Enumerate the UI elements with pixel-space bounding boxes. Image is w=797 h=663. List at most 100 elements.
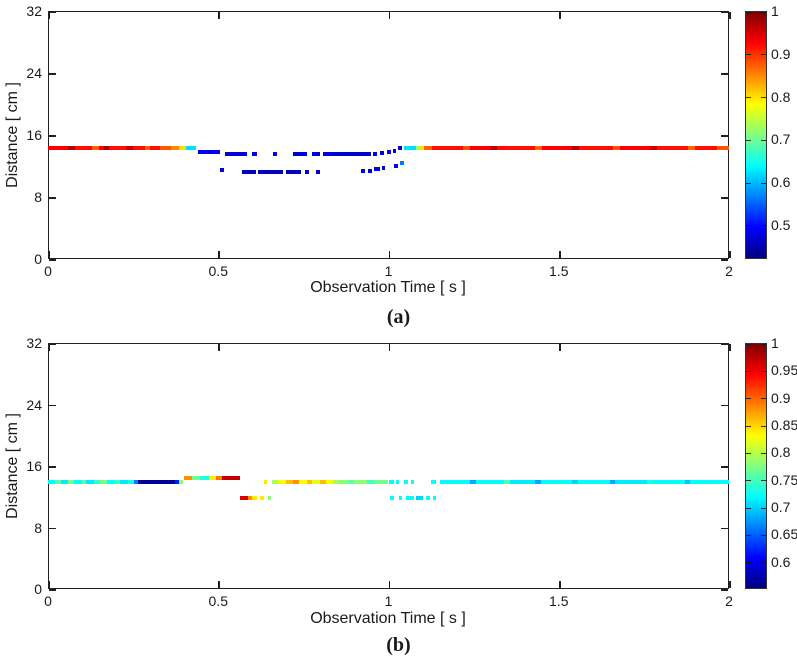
data-point-segment bbox=[267, 495, 272, 500]
y-tick-mark bbox=[721, 343, 728, 345]
data-point-segment bbox=[657, 145, 689, 150]
data-point-segment bbox=[137, 479, 175, 484]
x-tick-mark bbox=[558, 581, 561, 588]
colorbar-tick-mark bbox=[761, 452, 766, 454]
colorbar-tick-label: 0.9 bbox=[771, 45, 791, 62]
x-tick-label: 1.5 bbox=[549, 263, 569, 279]
x-tick-mark bbox=[558, 251, 561, 258]
colorbar-tick-label: 1 bbox=[771, 335, 779, 351]
data-point-segment bbox=[179, 145, 186, 150]
x-tick-mark bbox=[558, 12, 561, 19]
data-point-segment bbox=[209, 475, 217, 480]
y-tick-mark bbox=[49, 135, 56, 137]
data-point-segment bbox=[240, 495, 248, 500]
data-point-segment bbox=[298, 479, 307, 484]
y-tick-label: 8 bbox=[34, 519, 42, 536]
data-point-segment bbox=[94, 479, 100, 484]
colorbar-tick-mark bbox=[746, 182, 751, 184]
data-point-segment bbox=[259, 495, 264, 500]
data-point-segment bbox=[423, 145, 433, 150]
data-point-segment bbox=[361, 168, 365, 173]
data-point-segment bbox=[410, 479, 415, 484]
data-point-segment bbox=[609, 479, 616, 484]
colorbar-tick-label: 1 bbox=[771, 3, 779, 19]
x-tick-mark bbox=[388, 344, 391, 351]
plot-a-x-axis-label: Observation Time [ s ] bbox=[310, 279, 466, 296]
data-point-segment bbox=[392, 148, 397, 153]
data-point-segment bbox=[572, 479, 578, 484]
y-tick-label: 8 bbox=[34, 189, 42, 205]
colorbar-tick-mark bbox=[761, 225, 766, 227]
colorbar-tick-mark bbox=[746, 398, 751, 400]
colorbar-tick-mark bbox=[761, 54, 766, 56]
x-tick-mark bbox=[729, 251, 731, 258]
data-point-segment bbox=[160, 145, 171, 150]
colorbar-tick-mark bbox=[761, 11, 766, 13]
x-tick-mark bbox=[729, 12, 731, 19]
data-point-segment bbox=[48, 479, 56, 484]
data-point-segment bbox=[347, 479, 355, 484]
data-point-segment bbox=[497, 145, 535, 150]
data-point-segment bbox=[133, 145, 146, 150]
data-point-segment bbox=[534, 479, 542, 484]
x-tick-mark bbox=[218, 251, 221, 258]
colorbar-tick-label: 0.5 bbox=[771, 216, 791, 233]
colorbar-tick-mark bbox=[761, 507, 766, 509]
data-point-segment bbox=[463, 145, 471, 150]
colorbar-tick-mark bbox=[761, 97, 766, 99]
colorbar-tick-mark bbox=[746, 139, 751, 141]
y-tick-mark bbox=[721, 135, 728, 137]
colorbar-tick-label: 0.75 bbox=[771, 471, 797, 488]
data-point-segment bbox=[400, 161, 405, 166]
y-tick-label: 16 bbox=[26, 458, 42, 474]
data-point-segment bbox=[439, 479, 471, 484]
x-tick-mark bbox=[218, 344, 221, 351]
data-point-segment bbox=[420, 145, 424, 150]
colorbar-tick-mark bbox=[746, 370, 751, 372]
y-tick-mark bbox=[49, 404, 56, 407]
y-tick-label: 32 bbox=[26, 335, 42, 351]
data-point-segment bbox=[104, 145, 110, 150]
x-tick-mark bbox=[48, 344, 50, 351]
data-point-segment bbox=[470, 145, 491, 150]
data-point-segment bbox=[386, 150, 391, 155]
data-point-segment bbox=[652, 479, 685, 484]
data-point-segment bbox=[312, 479, 321, 484]
data-point-segment bbox=[404, 479, 408, 484]
colorbar-tick-mark bbox=[746, 425, 751, 427]
data-point-segment bbox=[415, 145, 421, 150]
data-point-segment bbox=[68, 145, 76, 150]
data-point-segment bbox=[476, 479, 505, 484]
y-tick-mark bbox=[721, 197, 728, 199]
colorbar-tick-label: 0.6 bbox=[771, 174, 791, 191]
colorbar-tick-mark bbox=[746, 534, 751, 536]
data-point-segment bbox=[92, 145, 100, 150]
data-point-segment bbox=[219, 168, 224, 173]
y-tick-label: 24 bbox=[26, 396, 42, 413]
data-point-segment bbox=[68, 479, 74, 484]
data-point-segment bbox=[368, 168, 372, 173]
data-point-segment bbox=[541, 479, 573, 484]
y-tick-mark bbox=[721, 404, 728, 407]
y-tick-mark bbox=[49, 73, 56, 75]
y-tick-mark bbox=[721, 466, 728, 468]
data-point-segment bbox=[684, 479, 691, 484]
data-point-segment bbox=[381, 165, 386, 170]
data-point-segment bbox=[366, 479, 375, 484]
data-point-segment bbox=[133, 479, 138, 484]
y-tick-mark bbox=[721, 11, 728, 13]
colorbar-tick-mark bbox=[746, 507, 751, 509]
data-point-segment bbox=[272, 479, 279, 484]
colorbar-tick-mark bbox=[746, 343, 751, 345]
x-tick-mark bbox=[48, 581, 50, 588]
colorbar-tick-label: 0.8 bbox=[771, 88, 791, 105]
data-point-segment bbox=[388, 479, 394, 484]
data-point-segment bbox=[430, 479, 437, 484]
colorbar-tick-label: 0.6 bbox=[771, 553, 791, 570]
data-point-segment bbox=[216, 475, 222, 480]
y-tick-label: 24 bbox=[26, 65, 42, 81]
y-tick-label: 0 bbox=[34, 251, 42, 267]
data-point-segment bbox=[373, 167, 380, 172]
data-point-segment bbox=[717, 145, 729, 150]
